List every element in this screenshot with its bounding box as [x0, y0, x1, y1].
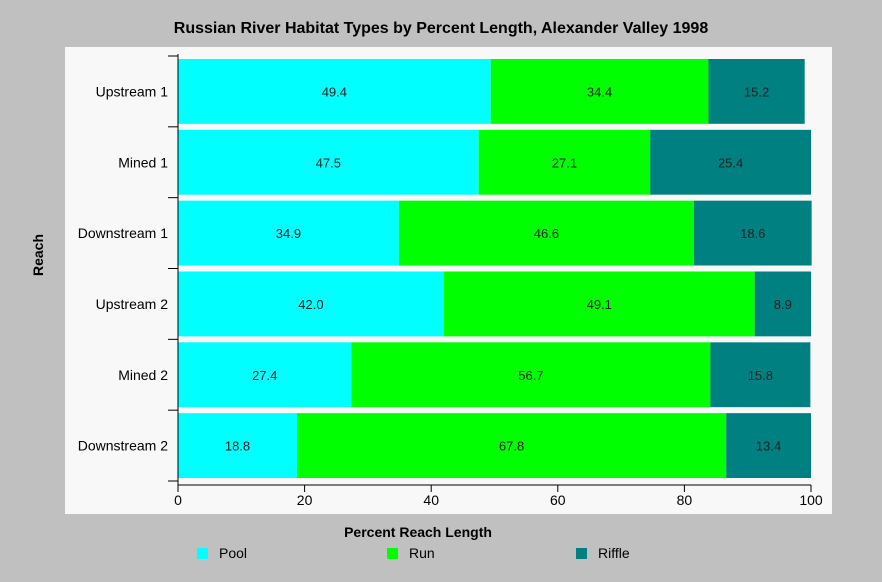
y-axis-title: Reach [30, 233, 46, 277]
x-tick-label-5: 100 [799, 492, 823, 508]
legend-label-riffle: Riffle [598, 545, 630, 561]
bar-run-6 [297, 413, 727, 478]
data-label-run-5: 56.7 [518, 368, 543, 383]
bar-run-1 [490, 59, 709, 124]
bar-pool-4 [178, 271, 444, 337]
bar-pool-3 [178, 200, 399, 266]
data-label-riffle-5: 15.8 [748, 368, 773, 383]
chart-title: Russian River Habitat Types by Percent L… [173, 20, 709, 37]
data-label-riffle-3: 18.6 [740, 226, 765, 241]
bar-pool-5 [178, 342, 352, 408]
y-tick-label-4: Upstream 2 [96, 296, 169, 312]
bar-pool-6 [178, 413, 298, 478]
bar-riffle-2 [650, 129, 811, 195]
x-axis-title: Percent Reach Length [344, 524, 492, 540]
y-tick-label-3: Downstream 1 [78, 225, 168, 241]
legend-label-run: Run [409, 545, 435, 561]
bar-run-5 [351, 342, 711, 408]
bar-pool-2 [178, 129, 479, 195]
data-label-pool-1: 49.4 [322, 84, 347, 99]
x-tick-label-2: 40 [423, 492, 439, 508]
data-label-pool-2: 47.5 [316, 155, 341, 170]
data-label-run-6: 67.8 [499, 439, 524, 454]
data-label-pool-5: 27.4 [252, 368, 277, 383]
bar-run-3 [398, 200, 694, 266]
data-label-pool-3: 34.9 [276, 226, 301, 241]
x-tick-label-0: 0 [174, 492, 182, 508]
legend-item-pool: Pool [197, 544, 247, 562]
x-tick-label-3: 60 [550, 492, 566, 508]
data-label-riffle-6: 13.4 [756, 439, 781, 454]
legend-item-run: Run [387, 544, 435, 562]
bar-riffle-3 [693, 200, 812, 266]
y-tick-label-6: Downstream 2 [78, 438, 168, 454]
data-label-riffle-4: 8.9 [774, 297, 792, 312]
bar-run-2 [478, 129, 651, 195]
x-tick-label-4: 80 [677, 492, 693, 508]
data-label-run-2: 27.1 [552, 155, 577, 170]
y-tick-label-2: Mined 1 [118, 154, 168, 170]
legend-swatch-riffle [576, 547, 587, 559]
data-label-pool-6: 18.8 [225, 439, 250, 454]
legend-swatch-run [387, 547, 398, 559]
data-label-riffle-1: 15.2 [744, 84, 769, 99]
y-tick-label-5: Mined 2 [118, 367, 168, 383]
bar-riffle-4 [754, 271, 811, 337]
y-tick-label-1: Upstream 1 [96, 83, 169, 99]
data-label-run-3: 46.6 [534, 226, 559, 241]
legend-label-pool: Pool [219, 545, 248, 561]
data-label-run-1: 34.4 [587, 84, 612, 99]
bar-run-4 [443, 271, 755, 337]
legend-swatch-pool [197, 547, 208, 559]
bar-riffle-6 [726, 413, 811, 478]
data-label-run-4: 49.1 [587, 297, 612, 312]
data-label-riffle-2: 25.4 [718, 155, 743, 170]
x-tick-label-1: 20 [297, 492, 313, 508]
data-label-pool-4: 42.0 [298, 297, 323, 312]
bar-riffle-1 [708, 59, 805, 124]
bar-pool-1 [178, 59, 491, 124]
bar-riffle-5 [710, 342, 811, 408]
legend-item-riffle: Riffle [576, 544, 630, 562]
